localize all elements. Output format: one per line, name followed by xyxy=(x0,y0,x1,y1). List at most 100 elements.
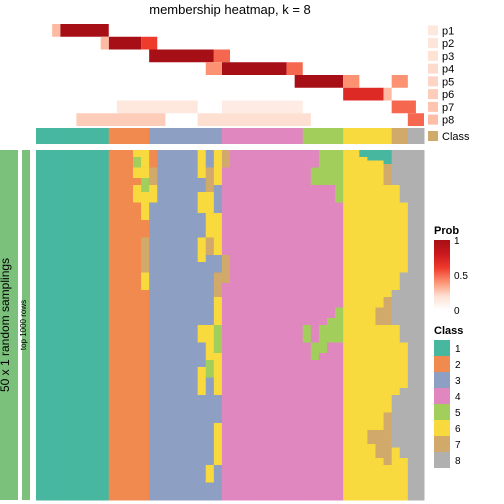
class-cell xyxy=(68,128,77,144)
heatmap-cell xyxy=(376,161,385,309)
class-cell xyxy=(182,128,191,144)
heatmap-cell xyxy=(335,343,344,501)
heatmap-cell xyxy=(52,150,61,501)
class-legend-swatch xyxy=(434,436,450,452)
heatmap-cell xyxy=(384,150,393,165)
class-cell xyxy=(44,128,53,144)
heatmap-cell xyxy=(319,150,328,186)
heatmap-cell xyxy=(141,220,150,238)
row-label: p7 xyxy=(442,102,454,114)
heatmap-cell xyxy=(262,150,271,501)
class-cell xyxy=(173,128,182,144)
heatmap-cell xyxy=(149,168,158,186)
heatmap-cell xyxy=(214,353,223,396)
heatmap-cell xyxy=(149,150,158,168)
heatmap-cell xyxy=(198,192,207,214)
heatmap-cell xyxy=(400,343,409,389)
heatmap-cell xyxy=(384,325,393,413)
heatmap-cell xyxy=(311,185,320,343)
class-cell xyxy=(392,128,401,144)
heatmap-cell xyxy=(60,150,69,501)
heatmap-cell xyxy=(376,458,385,501)
prob-cell xyxy=(392,101,416,114)
heatmap-cell xyxy=(182,150,191,501)
heatmap-cell xyxy=(222,150,231,168)
heatmap-cell xyxy=(133,150,142,158)
prob-cell xyxy=(109,37,141,50)
prob-cell xyxy=(52,24,60,37)
heatmap-cell xyxy=(303,325,312,343)
class-cell xyxy=(279,128,288,144)
class-cell xyxy=(36,128,45,144)
class-legend-swatch xyxy=(434,340,450,356)
heatmap-cell xyxy=(198,343,207,368)
class-cell xyxy=(335,128,344,144)
heatmap-cell xyxy=(367,430,376,445)
prob-cell xyxy=(295,75,344,88)
heatmap-cell xyxy=(198,325,207,343)
row-swatch xyxy=(428,115,438,125)
class-cell xyxy=(416,128,425,144)
prob-cell xyxy=(384,88,392,101)
heatmap-cell xyxy=(400,458,409,501)
heatmap-cell xyxy=(335,150,344,203)
heatmap-cell xyxy=(214,255,223,273)
heatmap-cell xyxy=(376,325,385,431)
class-legend-label: 6 xyxy=(455,424,461,435)
class-legend-label: 4 xyxy=(455,392,461,403)
heatmap-cell xyxy=(190,150,199,501)
class-legend-label: 3 xyxy=(455,376,461,387)
row-swatch xyxy=(428,38,438,48)
class-cell xyxy=(262,128,271,144)
class-cell xyxy=(60,128,69,144)
heatmap-cell xyxy=(157,150,166,501)
heatmap-cell xyxy=(85,150,94,501)
heatmap-cell xyxy=(93,150,102,501)
class-cell xyxy=(367,128,376,144)
class-legend-swatch xyxy=(434,388,450,404)
heatmap-cell xyxy=(351,150,360,501)
class-cell xyxy=(359,128,368,144)
sampling-label: 50 x 1 random samplings xyxy=(0,258,12,392)
row-label: p5 xyxy=(442,76,454,88)
heatmap-cell xyxy=(198,238,207,263)
class-cell xyxy=(295,128,304,144)
prob-cell xyxy=(222,101,303,114)
heatmap-cell xyxy=(376,308,385,326)
heatmap-cell xyxy=(303,343,312,501)
heatmap-cell xyxy=(319,353,328,501)
heatmap-cell xyxy=(198,395,207,501)
heatmap-cell xyxy=(376,430,385,459)
prob-cell xyxy=(408,113,424,126)
heatmap-cell xyxy=(311,360,320,501)
heatmap-cell xyxy=(359,150,368,158)
class-legend-swatch xyxy=(434,372,450,388)
rows-label: top 1000 rows xyxy=(19,300,28,350)
heatmap-cell xyxy=(238,150,247,501)
heatmap-cell xyxy=(311,168,320,186)
heatmap-cell xyxy=(133,168,142,179)
prob-cell xyxy=(198,113,311,126)
heatmap-cell xyxy=(101,150,110,501)
heatmap-cell xyxy=(376,150,385,161)
class-legend-title: Class xyxy=(434,325,463,337)
class-cell xyxy=(287,128,296,144)
row-label: p6 xyxy=(442,89,454,101)
row-swatch xyxy=(428,131,438,141)
row-label: Class xyxy=(442,131,470,143)
heatmap-cell xyxy=(327,343,336,501)
heatmap-cell xyxy=(214,273,223,298)
heatmap-cell xyxy=(392,185,401,291)
class-cell xyxy=(198,128,207,144)
heatmap-cell xyxy=(303,150,312,326)
class-legend-label: 1 xyxy=(455,344,461,355)
heatmap-cell xyxy=(206,465,215,483)
heatmap-cell xyxy=(222,255,231,284)
heatmap-cell xyxy=(392,448,401,501)
heatmap-cell xyxy=(198,213,207,238)
class-cell xyxy=(117,128,126,144)
prob-cell xyxy=(141,37,157,50)
heatmap-cell xyxy=(246,150,255,501)
heatmap-cell xyxy=(400,388,409,459)
heatmap-cell xyxy=(44,150,53,501)
